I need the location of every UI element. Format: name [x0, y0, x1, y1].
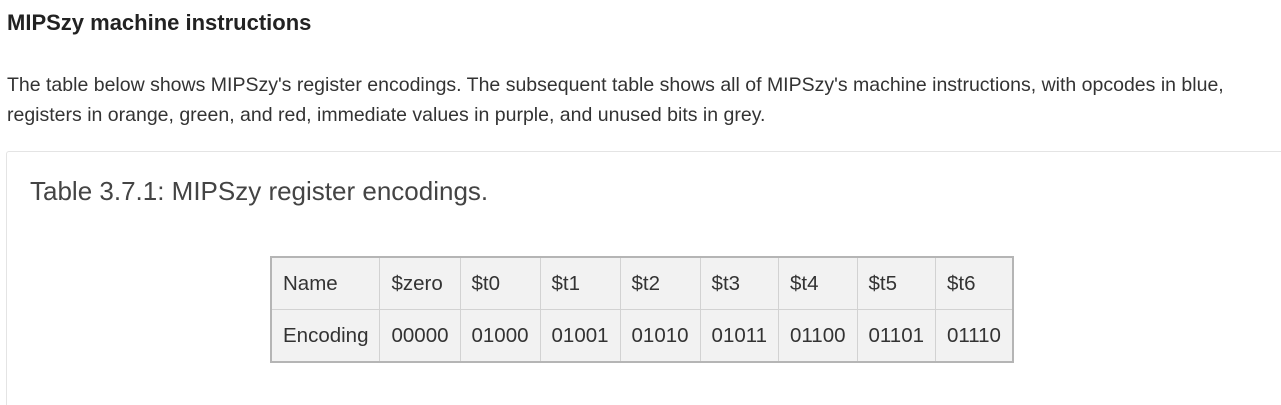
cell-register-name: $t5	[856, 256, 937, 310]
cell-encoding: 01100	[778, 309, 858, 363]
row-label-name: Name	[270, 256, 381, 310]
table-row-encodings: Encoding 00000 01000 01001 01010 01011 0…	[270, 309, 1014, 363]
cell-encoding: 01011	[699, 309, 780, 363]
register-encodings-table: Name $zero $t0 $t1 $t2 $t3 $t4 $t5 $t6 E…	[270, 256, 1014, 363]
cell-register-name: $t1	[539, 256, 621, 310]
cell-encoding: 01000	[459, 309, 541, 363]
cell-register-name: $t6	[934, 256, 1014, 310]
row-label-encoding: Encoding	[270, 309, 381, 363]
cell-register-name: $t2	[619, 256, 701, 310]
cell-encoding: 01001	[539, 309, 621, 363]
table-caption: Table 3.7.1: MIPSzy register encodings.	[30, 176, 489, 206]
table-container: Table 3.7.1: MIPSzy register encodings. …	[6, 151, 1281, 405]
table-row-names: Name $zero $t0 $t1 $t2 $t3 $t4 $t5 $t6	[270, 256, 1014, 310]
cell-encoding: 00000	[379, 309, 461, 363]
cell-register-name: $t4	[778, 256, 858, 310]
cell-register-name: $zero	[379, 256, 461, 310]
cell-register-name: $t3	[699, 256, 780, 310]
cell-register-name: $t0	[459, 256, 541, 310]
section-heading: MIPSzy machine instructions	[7, 10, 312, 35]
cell-encoding: 01010	[619, 309, 701, 363]
cell-encoding: 01101	[856, 309, 937, 363]
intro-paragraph: The table below shows MIPSzy's register …	[7, 74, 1224, 126]
cell-encoding: 01110	[934, 309, 1014, 363]
